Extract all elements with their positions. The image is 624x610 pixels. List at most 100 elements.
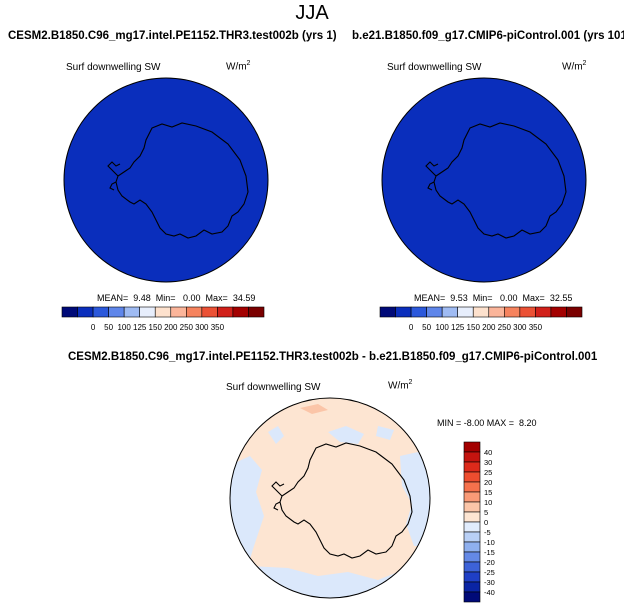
left-map-disk — [63, 77, 269, 283]
diff-colorbar-swatch — [463, 571, 481, 583]
left-colorbar-swatch — [92, 306, 109, 318]
diff-colorbar-label: -10 — [484, 538, 495, 547]
diff-colorbar-swatch — [463, 441, 481, 453]
left-colorbar-label: 300 — [195, 323, 209, 332]
left-antarctica-coastline — [107, 122, 249, 239]
left-colorbar-swatch — [154, 306, 172, 318]
diff-map-disk — [230, 398, 430, 598]
right-colorbar-swatch — [566, 306, 583, 318]
diff-map — [229, 397, 431, 599]
left-colorbar-labels: 0 50 100 125 150 200 250 300 350 — [91, 323, 225, 332]
diff-antarctica-coastline — [271, 442, 413, 559]
left-colorbar-swatch — [108, 306, 125, 318]
right-colorbar-swatch — [441, 306, 458, 318]
right-colorbar-swatch — [550, 306, 567, 318]
diff-colorbar-label: 0 — [484, 518, 488, 527]
diff-colorbar-swatch — [463, 591, 481, 603]
right-colorbar-swatch — [504, 306, 521, 318]
diff-colorbar-label: -30 — [484, 578, 495, 587]
left-colorbar-swatch — [77, 306, 94, 318]
left-colorbar-label: 350 — [211, 323, 225, 332]
left-colorbar-swatches — [61, 306, 265, 318]
left-units-base: W/m — [226, 61, 247, 73]
right-colorbar-swatch — [379, 306, 396, 318]
left-colorbar-label: 200 — [164, 323, 178, 332]
diff-colorbar-label: 10 — [484, 498, 492, 507]
right-colorbar-label: 350 — [529, 323, 543, 332]
left-colorbar-swatch — [61, 306, 78, 318]
left-colorbar-label: 100 — [117, 323, 131, 332]
diff-colorbar-label: 30 — [484, 458, 492, 467]
diff-colorbar-swatch — [463, 541, 481, 553]
diff-colorbar-swatch — [463, 581, 481, 593]
right-units-label: W/m2 — [562, 60, 586, 72]
diff-colorbar-swatch — [463, 531, 481, 543]
diff-units-label: W/m2 — [388, 379, 412, 391]
right-variable-label: Surf downwelling SW — [387, 62, 482, 73]
left-colorbar: 0 50 100 125 150 200 250 300 350 — [61, 306, 265, 332]
right-map — [381, 77, 587, 283]
left-map — [63, 77, 269, 283]
diff-colorbar-label: 25 — [484, 468, 492, 477]
left-colorbar-swatch — [139, 306, 156, 318]
right-colorbar-label: 200 — [482, 323, 496, 332]
diff-colorbar-swatch — [463, 511, 481, 523]
right-colorbar-swatch — [519, 306, 536, 318]
right-colorbar: 0 50 100 125 150 200 250 300 350 — [379, 306, 583, 332]
left-colorbar-swatch — [170, 306, 187, 318]
right-colorbar-label: 125 — [451, 323, 465, 332]
diff-colorbar-swatch — [463, 461, 481, 473]
left-colorbar-swatch — [248, 306, 265, 318]
right-colorbar-label: 250 — [498, 323, 512, 332]
right-colorbar-swatch — [488, 306, 505, 318]
left-stats: MEAN= 9.48 Min= 0.00 Max= 34.59 — [97, 293, 256, 303]
right-antarctica-coastline — [425, 122, 567, 239]
left-colorbar-label: 250 — [180, 323, 194, 332]
figure-title: JJA — [295, 2, 329, 24]
left-colorbar-label: 150 — [149, 323, 163, 332]
diff-colorbar-swatch — [463, 501, 481, 513]
right-colorbar-label: 50 — [422, 323, 431, 332]
right-map-disk — [381, 77, 587, 283]
diff-colorbar-swatch — [463, 551, 481, 563]
diff-colorbar-label: 5 — [484, 508, 488, 517]
right-units-exp: 2 — [582, 60, 587, 67]
right-units-base: W/m — [562, 61, 583, 73]
diff-colorbar-label: 40 — [484, 448, 492, 457]
diff-colorbar-swatch — [463, 491, 481, 503]
left-colorbar-swatch — [201, 306, 218, 318]
diff-colorbar-label: -25 — [484, 568, 495, 577]
diff-colorbar-swatch — [463, 561, 481, 573]
left-colorbar-label: 50 — [104, 323, 113, 332]
right-colorbar-swatch — [535, 306, 552, 318]
right-colorbar-swatches — [379, 306, 583, 318]
diff-panel-title: CESM2.B1850.C96_mg17.intel.PE1152.THR3.t… — [68, 351, 598, 363]
left-colorbar-label: 125 — [133, 323, 147, 332]
right-colorbar-swatch — [472, 306, 490, 318]
right-colorbar-swatch — [395, 306, 412, 318]
diff-colorbar-swatches — [463, 441, 481, 603]
diff-colorbar-swatch — [463, 471, 481, 483]
left-colorbar-swatch — [186, 306, 203, 318]
diff-variable-label: Surf downwelling SW — [226, 382, 321, 393]
diff-units-base: W/m — [388, 380, 409, 392]
left-units-exp: 2 — [246, 60, 251, 67]
right-colorbar-swatch — [457, 306, 474, 318]
right-colorbar-label: 300 — [513, 323, 527, 332]
left-colorbar-label: 0 — [91, 323, 96, 332]
diff-colorbar-label: 20 — [484, 478, 492, 487]
diff-colorbar-swatch — [463, 521, 481, 533]
diff-colorbar-label: -5 — [484, 528, 491, 537]
left-colorbar-swatch — [217, 306, 234, 318]
diff-colorbar-swatch — [463, 451, 481, 463]
left-units-label: W/m2 — [226, 60, 250, 72]
right-colorbar-label: 0 — [409, 323, 414, 332]
left-panel-title: CESM2.B1850.C96_mg17.intel.PE1152.THR3.t… — [8, 30, 337, 42]
diff-stats: MIN = -8.00 MAX = 8.20 — [437, 418, 537, 428]
diff-colorbar-label: 15 — [484, 488, 492, 497]
right-colorbar-swatch — [410, 306, 427, 318]
diff-colorbar-label: -20 — [484, 558, 495, 567]
left-colorbar-swatch — [232, 306, 249, 318]
